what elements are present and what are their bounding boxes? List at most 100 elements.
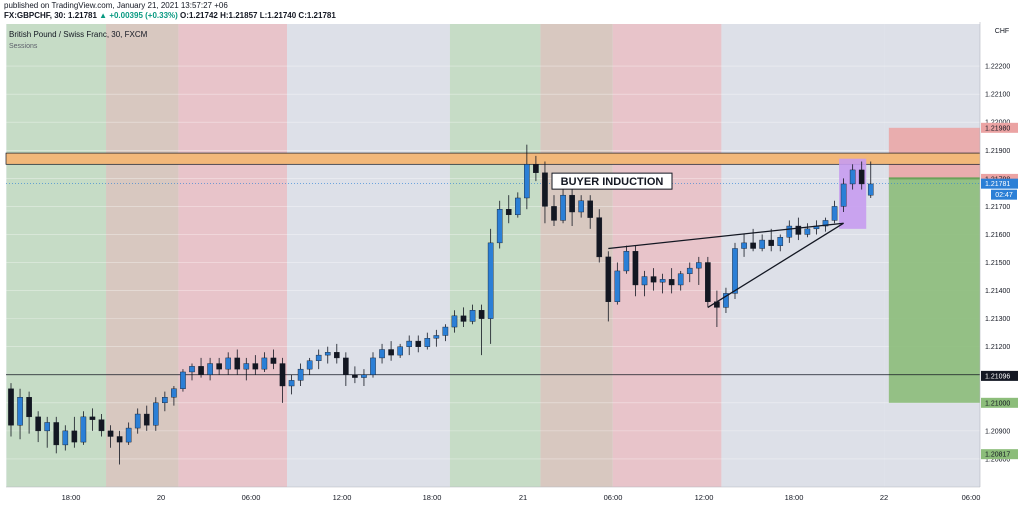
change-value: ▲ +0.00395 (+0.33%) xyxy=(99,11,178,20)
candle-13 xyxy=(125,422,132,445)
x-tick-label-9: 22 xyxy=(880,493,888,502)
candle-body-63 xyxy=(578,200,584,213)
candle-body-12 xyxy=(116,436,123,443)
session-band-1 xyxy=(106,24,179,487)
candle-body-26 xyxy=(243,363,250,370)
candle-body-16 xyxy=(152,402,159,426)
x-tick-label-2: 06:00 xyxy=(242,493,261,502)
price-tag-label-0: 1.21980 xyxy=(985,125,1010,132)
close-value: 1.21781 xyxy=(306,11,336,20)
x-tick-label-7: 12:00 xyxy=(695,493,714,502)
candle-body-64 xyxy=(587,200,593,218)
candle-body-69 xyxy=(632,251,639,286)
y-tick-label-8: 1.21400 xyxy=(985,288,1010,295)
candle-body-33 xyxy=(306,360,313,370)
candle-23 xyxy=(216,357,222,375)
candle-66 xyxy=(605,251,612,322)
candle-85 xyxy=(777,234,784,252)
currency-label: CHF xyxy=(995,28,1009,35)
session-band-0 xyxy=(6,24,107,487)
candle-body-32 xyxy=(297,368,304,381)
candle-45 xyxy=(415,335,422,353)
candle-body-48 xyxy=(442,326,449,336)
candle-body-35 xyxy=(324,352,331,356)
candle-body-18 xyxy=(171,388,177,398)
close-label: C: xyxy=(298,11,307,20)
candle-51 xyxy=(469,304,476,325)
candle-body-82 xyxy=(750,242,756,249)
candle-17 xyxy=(162,391,168,412)
candle-body-53 xyxy=(487,242,494,319)
candle-21 xyxy=(198,357,204,378)
candle-body-7 xyxy=(71,430,78,443)
low-value: 1.21740 xyxy=(267,11,297,20)
candle-88 xyxy=(804,223,811,238)
last-price: 1.21781 xyxy=(68,11,97,20)
price-chart[interactable]: BUYER INDUCTION CHF1.222001.221001.22000… xyxy=(0,22,1024,508)
candle-61 xyxy=(560,189,566,224)
candle-body-75 xyxy=(686,267,693,274)
candle-body-10 xyxy=(98,419,105,432)
price-tag-0 xyxy=(981,122,1018,133)
candle-12 xyxy=(116,430,123,465)
candle-body-43 xyxy=(397,346,403,356)
y-tick-label-7: 1.21500 xyxy=(985,260,1010,267)
open-label: O: xyxy=(180,11,189,20)
candle-body-74 xyxy=(677,273,684,286)
candle-26 xyxy=(243,357,250,381)
candle-body-11 xyxy=(107,430,114,437)
candle-body-87 xyxy=(795,225,802,235)
candle-body-52 xyxy=(478,310,485,319)
candle-body-22 xyxy=(207,363,213,375)
price-tag-label-4: 1.21000 xyxy=(985,400,1010,407)
candle-body-27 xyxy=(252,363,259,370)
candle-body-70 xyxy=(641,276,648,286)
candle-body-55 xyxy=(505,208,512,216)
resistance-zone xyxy=(5,152,1024,165)
candle-32 xyxy=(297,363,304,386)
annotation-text: BUYER INDUCTION xyxy=(561,176,664,188)
candle-body-77 xyxy=(705,262,711,302)
candle-57 xyxy=(524,144,530,210)
candle-81 xyxy=(741,234,747,257)
candle-65 xyxy=(596,209,603,263)
candle-0 xyxy=(8,383,14,437)
candle-body-38 xyxy=(352,374,358,378)
candle-62 xyxy=(569,186,575,227)
candle-77 xyxy=(705,256,711,308)
candle-34 xyxy=(315,349,322,370)
candle-body-83 xyxy=(759,239,765,249)
legend-title: British Pound / Swiss Franc, 30, FXCM xyxy=(9,30,148,39)
candle-body-8 xyxy=(80,416,87,443)
candle-14 xyxy=(134,408,141,434)
countdown-label: 02:47 xyxy=(995,192,1013,199)
candle-3 xyxy=(35,411,41,443)
candle-8 xyxy=(80,411,87,445)
candle-84 xyxy=(768,228,774,252)
session-band-7 xyxy=(721,24,885,487)
candle-body-90 xyxy=(822,220,829,227)
candle-4 xyxy=(44,416,50,448)
candle-39 xyxy=(361,369,367,386)
candle-25 xyxy=(234,349,241,375)
price-tag-3 xyxy=(981,370,1018,381)
candle-7 xyxy=(71,416,78,448)
candle-body-88 xyxy=(804,228,811,235)
y-tick-label-9: 1.21300 xyxy=(985,316,1010,323)
candle-body-62 xyxy=(569,194,575,213)
price-axis-background xyxy=(980,22,1024,487)
candle-86 xyxy=(786,220,793,243)
candle-1 xyxy=(17,388,23,440)
candle-body-47 xyxy=(433,335,440,339)
candle-body-65 xyxy=(596,217,603,258)
candle-58 xyxy=(533,155,539,182)
candle-body-29 xyxy=(270,357,277,364)
candle-79 xyxy=(723,287,729,314)
candle-60 xyxy=(551,195,557,227)
candle-24 xyxy=(225,352,232,375)
candle-36 xyxy=(334,343,340,364)
candle-48 xyxy=(442,324,449,342)
candle-95 xyxy=(867,161,874,198)
candles xyxy=(8,144,874,465)
candle-body-50 xyxy=(460,315,467,322)
